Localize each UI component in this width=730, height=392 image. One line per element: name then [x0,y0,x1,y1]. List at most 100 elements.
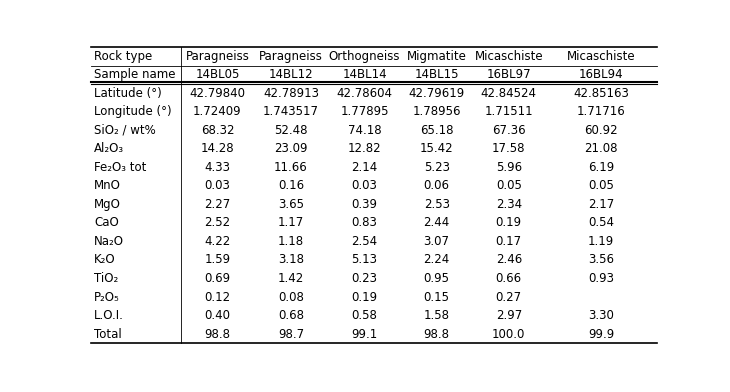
Text: 15.42: 15.42 [420,142,453,155]
Text: 4.22: 4.22 [204,235,231,248]
Text: 67.36: 67.36 [492,124,526,137]
Text: 1.42: 1.42 [278,272,304,285]
Text: 3.18: 3.18 [278,254,304,267]
Text: 12.82: 12.82 [347,142,381,155]
Text: 1.17: 1.17 [278,216,304,229]
Text: 2.54: 2.54 [351,235,377,248]
Text: 0.05: 0.05 [496,180,522,192]
Text: 68.32: 68.32 [201,124,234,137]
Text: 2.44: 2.44 [423,216,450,229]
Text: 0.58: 0.58 [352,309,377,322]
Text: 2.24: 2.24 [423,254,450,267]
Text: 99.1: 99.1 [351,328,377,341]
Text: 0.19: 0.19 [496,216,522,229]
Text: 42.85163: 42.85163 [573,87,629,100]
Text: Sample name: Sample name [94,68,176,81]
Text: MnO: MnO [94,180,121,192]
Text: 1.77895: 1.77895 [340,105,389,118]
Text: 2.46: 2.46 [496,254,522,267]
Text: Al₂O₃: Al₂O₃ [94,142,124,155]
Text: 3.30: 3.30 [588,309,614,322]
Text: 0.08: 0.08 [278,290,304,303]
Text: K₂O: K₂O [94,254,115,267]
Text: Micaschiste: Micaschiste [474,50,543,63]
Text: Longitude (°): Longitude (°) [94,105,172,118]
Text: 1.71511: 1.71511 [485,105,533,118]
Text: 0.16: 0.16 [278,180,304,192]
Text: 2.14: 2.14 [351,161,377,174]
Text: SiO₂ / wt%: SiO₂ / wt% [94,124,155,137]
Text: 1.71716: 1.71716 [577,105,626,118]
Text: 1.18: 1.18 [278,235,304,248]
Text: 3.07: 3.07 [423,235,450,248]
Text: 42.78604: 42.78604 [337,87,393,100]
Text: 0.03: 0.03 [204,180,231,192]
Text: 0.95: 0.95 [423,272,450,285]
Text: Orthogneiss: Orthogneiss [328,50,400,63]
Text: 65.18: 65.18 [420,124,453,137]
Text: Fe₂O₃ tot: Fe₂O₃ tot [94,161,147,174]
Text: 0.15: 0.15 [423,290,450,303]
Text: 0.17: 0.17 [496,235,522,248]
Text: 0.19: 0.19 [351,290,377,303]
Text: Latitude (°): Latitude (°) [94,87,162,100]
Text: 0.69: 0.69 [204,272,231,285]
Text: 14BL14: 14BL14 [342,68,387,81]
Text: 60.92: 60.92 [585,124,618,137]
Text: L.O.I.: L.O.I. [94,309,124,322]
Text: Paragneiss: Paragneiss [185,50,250,63]
Text: 0.39: 0.39 [352,198,377,211]
Text: Micaschiste: Micaschiste [567,50,636,63]
Text: 1.59: 1.59 [204,254,231,267]
Text: 1.72409: 1.72409 [193,105,242,118]
Text: 11.66: 11.66 [274,161,308,174]
Text: 2.52: 2.52 [204,216,231,229]
Text: 2.27: 2.27 [204,198,231,211]
Text: 1.743517: 1.743517 [263,105,319,118]
Text: Paragneiss: Paragneiss [259,50,323,63]
Text: 21.08: 21.08 [585,142,618,155]
Text: 23.09: 23.09 [274,142,308,155]
Text: Total: Total [94,328,122,341]
Text: 42.78913: 42.78913 [263,87,319,100]
Text: P₂O₅: P₂O₅ [94,290,120,303]
Text: 42.79619: 42.79619 [409,87,465,100]
Text: 0.06: 0.06 [423,180,450,192]
Text: 16BL94: 16BL94 [579,68,623,81]
Text: 5.96: 5.96 [496,161,522,174]
Text: 42.79840: 42.79840 [189,87,245,100]
Text: 5.23: 5.23 [423,161,450,174]
Text: 4.33: 4.33 [204,161,231,174]
Text: 1.19: 1.19 [588,235,615,248]
Text: 3.65: 3.65 [278,198,304,211]
Text: 98.8: 98.8 [423,328,450,341]
Text: 0.23: 0.23 [352,272,377,285]
Text: Migmatite: Migmatite [407,50,466,63]
Text: 0.54: 0.54 [588,216,614,229]
Text: 42.84524: 42.84524 [481,87,537,100]
Text: Na₂O: Na₂O [94,235,124,248]
Text: 0.27: 0.27 [496,290,522,303]
Text: 0.05: 0.05 [588,180,614,192]
Text: 0.40: 0.40 [204,309,231,322]
Text: 99.9: 99.9 [588,328,615,341]
Text: 0.03: 0.03 [352,180,377,192]
Text: CaO: CaO [94,216,119,229]
Text: 1.78956: 1.78956 [412,105,461,118]
Text: TiO₂: TiO₂ [94,272,118,285]
Text: 0.93: 0.93 [588,272,614,285]
Text: 98.7: 98.7 [278,328,304,341]
Text: 14BL05: 14BL05 [195,68,239,81]
Text: 2.34: 2.34 [496,198,522,211]
Text: 5.13: 5.13 [352,254,377,267]
Text: 14.28: 14.28 [201,142,234,155]
Text: 52.48: 52.48 [274,124,308,137]
Text: Rock type: Rock type [94,50,153,63]
Text: 0.68: 0.68 [278,309,304,322]
Text: 0.66: 0.66 [496,272,522,285]
Text: 14BL12: 14BL12 [269,68,313,81]
Text: 98.8: 98.8 [204,328,231,341]
Text: MgO: MgO [94,198,121,211]
Text: 0.83: 0.83 [352,216,377,229]
Text: 0.12: 0.12 [204,290,231,303]
